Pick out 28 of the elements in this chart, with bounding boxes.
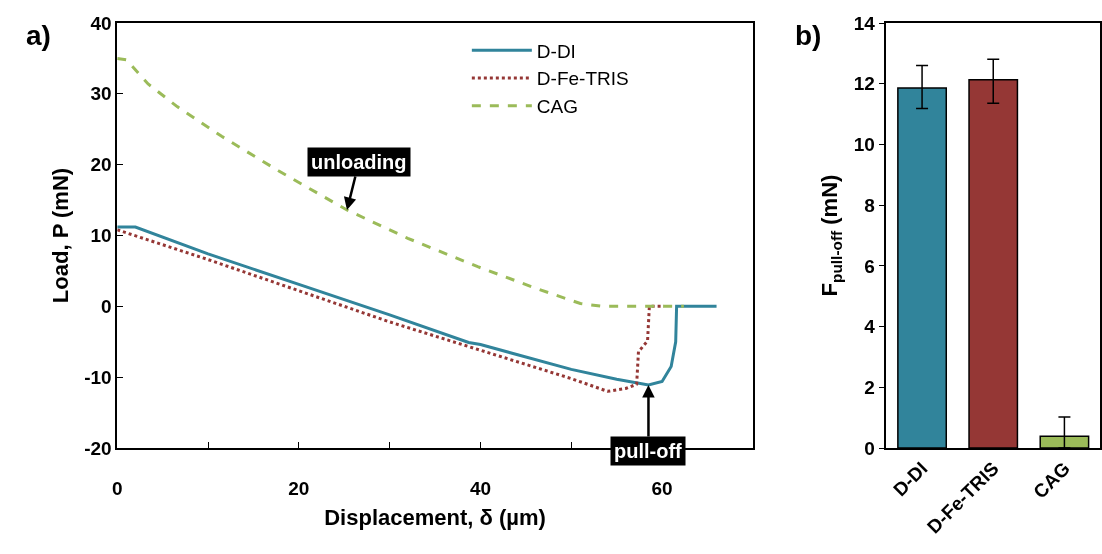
y-tick-label: 14 (853, 12, 876, 34)
y-axis-title: Load, P (mN) (47, 167, 73, 304)
x-tick-label: 40 (469, 477, 492, 499)
legend-label: D-DI (536, 40, 576, 62)
x-axis-title: Displacement, δ (µm) (324, 504, 546, 530)
y-tick-label: 20 (90, 154, 112, 176)
y-tick-label: 12 (853, 73, 875, 95)
x-tick-label: 20 (288, 477, 310, 499)
annotation: unloading (311, 151, 407, 173)
y-tick-label: 10 (90, 225, 112, 247)
y-tick-label: -10 (84, 366, 112, 388)
y-tick-label: 10 (853, 134, 875, 156)
x-tick-label: 60 (651, 477, 673, 499)
y-tick-label: 6 (864, 255, 875, 277)
y-tick-label: 40 (90, 12, 112, 34)
annotation: pull-off (614, 440, 683, 462)
line-series (117, 56, 686, 308)
y-tick-label: 4 (864, 316, 876, 338)
y-tick-label: 8 (864, 194, 875, 216)
y-tick-label: 30 (90, 83, 112, 105)
y-tick-label: -20 (84, 437, 112, 459)
text: b) (795, 20, 822, 51)
y-tick-label: 2 (864, 376, 875, 398)
legend-label: CAG (536, 96, 579, 118)
legend-label: D-Fe-TRIS (536, 68, 629, 90)
text: a) (26, 20, 51, 51)
y-tick-label: 0 (864, 437, 875, 459)
y-tick-label: 0 (101, 295, 112, 317)
